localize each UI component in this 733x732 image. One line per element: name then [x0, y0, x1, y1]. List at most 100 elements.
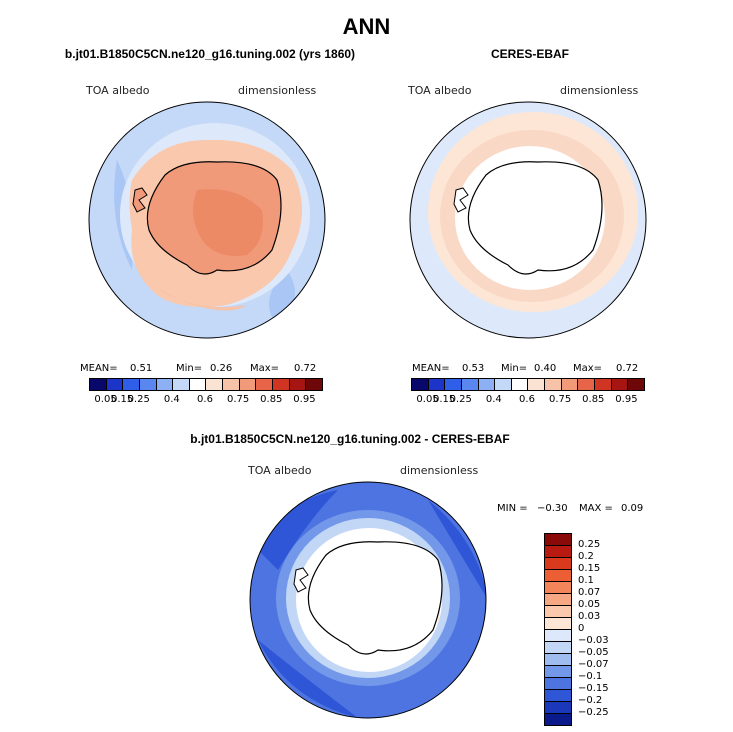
- diff-colorbar-tick: 0.05: [578, 599, 601, 610]
- obs-colorbar-tick: 0.05: [416, 394, 439, 405]
- diff-colorbar-swatch: [545, 582, 571, 594]
- obs-min-value: 0.40: [534, 363, 557, 374]
- diff-colorbar-tick: −0.03: [578, 635, 609, 646]
- diff-stats: MIN = −0.30 MAX = 0.09: [497, 503, 667, 517]
- model-units-label: dimensionless: [238, 84, 317, 97]
- diff-panel-title: b.jt01.B1850C5CN.ne120_g16.tuning.002 - …: [190, 432, 510, 446]
- diff-colorbar-tick: 0.1: [578, 575, 594, 586]
- diff-colorbar-tick: −0.2: [578, 695, 603, 706]
- obs-colorbar-swatch: [461, 379, 479, 390]
- obs-colorbar-tick: 0.25: [449, 394, 472, 405]
- model-colorbar-tick: 0.95: [293, 394, 316, 405]
- model-panel-title: b.jt01.B1850C5CN.ne120_g16.tuning.002 (y…: [64, 47, 356, 61]
- obs-max-label: Max=: [573, 363, 603, 374]
- diff-min-label: MIN =: [497, 503, 528, 514]
- diff-colorbar-swatch: [545, 570, 571, 582]
- diff-colorbar-tick: 0.25: [578, 539, 601, 550]
- model-colorbar-swatch: [123, 379, 140, 390]
- model-colorbar-tick: 0.4: [163, 394, 180, 405]
- obs-colorbar-swatch: [545, 379, 562, 390]
- diff-colorbar-tick: −0.15: [578, 683, 609, 694]
- obs-colorbar: [411, 378, 645, 391]
- obs-min-label: Min=: [501, 363, 528, 374]
- model-colorbar-swatch: [156, 379, 174, 390]
- model-colorbar-swatch: [256, 379, 274, 390]
- obs-mean-value: 0.53: [462, 363, 485, 374]
- model-colorbar-swatch: [306, 379, 322, 390]
- model-colorbar-swatch: [189, 379, 207, 390]
- obs-colorbar-swatch: [561, 379, 579, 390]
- obs-colorbar-tick: 0.75: [549, 394, 572, 405]
- obs-colorbar-tick: 0.85: [582, 394, 605, 405]
- diff-colorbar-swatch: [545, 666, 571, 678]
- diff-colorbar-tick: −0.07: [578, 659, 609, 670]
- diff-colorbar-swatch: [545, 534, 571, 546]
- diff-colorbar-swatch: [545, 642, 571, 654]
- model-max-value: 0.72: [294, 363, 317, 374]
- obs-panel-title: CERES-EBAF: [490, 47, 569, 61]
- model-max-label: Max=: [250, 363, 280, 374]
- diff-colorbar-tick: 0.2: [578, 551, 594, 562]
- obs-colorbar-swatch: [611, 379, 629, 390]
- obs-map: [409, 101, 647, 339]
- obs-colorbar-swatch: [445, 379, 462, 390]
- diff-colorbar-tick: −0.1: [578, 671, 603, 682]
- diff-min-value: −0.30: [537, 503, 568, 514]
- diff-colorbar-swatch: [545, 618, 571, 630]
- model-colorbar-swatch: [289, 379, 307, 390]
- model-colorbar-tick: 0.15: [111, 394, 134, 405]
- diff-colorbar-swatch: [545, 654, 571, 666]
- obs-colorbar-tick: 0.4: [485, 394, 502, 405]
- model-colorbar-swatch: [90, 379, 107, 390]
- diff-colorbar-swatch: [545, 678, 571, 690]
- diff-colorbar-tick: −0.25: [578, 707, 609, 718]
- model-colorbar-tick: 0.85: [260, 394, 283, 405]
- diff-colorbar-swatch: [545, 690, 571, 702]
- obs-colorbar-swatch: [495, 379, 512, 390]
- diff-colorbar-tick: 0.03: [578, 611, 601, 622]
- model-colorbar-tick: 0.25: [127, 394, 150, 405]
- model-stats: MEAN= 0.51 Min= 0.26 Max= 0.72: [80, 363, 340, 377]
- diff-colorbar-swatch: [545, 606, 571, 618]
- model-colorbar-swatch: [206, 379, 224, 390]
- diff-colorbar-tick: 0.15: [578, 563, 601, 574]
- obs-colorbar-swatch: [412, 379, 429, 390]
- model-colorbar-swatch: [106, 379, 124, 390]
- model-colorbar: [89, 378, 323, 391]
- model-colorbar-tick: 0.6: [197, 394, 213, 405]
- obs-colorbar-swatch: [528, 379, 546, 390]
- obs-colorbar-tick: 0.95: [615, 394, 638, 405]
- diff-colorbar-ticks: 0.25 0.2 0.15 0.1 0.07 0.05 0.03 0 −0.03 −0.05 −0.…: [578, 533, 638, 723]
- diff-colorbar-tick: 0: [578, 623, 585, 634]
- diff-map: [249, 481, 487, 719]
- model-colorbar-tick: 0.75: [227, 394, 250, 405]
- diff-colorbar-swatch: [545, 714, 571, 725]
- obs-colorbar-swatch: [511, 379, 529, 390]
- obs-units-label: dimensionless: [560, 84, 639, 97]
- obs-colorbar-ticks: 0.05 0.15 0.25 0.4 0.6 0.75 0.85 0.95: [411, 394, 643, 408]
- obs-colorbar-swatch: [628, 379, 644, 390]
- obs-variable-label: TOA albedo: [408, 84, 472, 97]
- model-colorbar-ticks: 0.05 0.15 0.25 0.4 0.6 0.75 0.85 0.95: [89, 394, 321, 408]
- diff-colorbar-swatch: [545, 702, 571, 714]
- model-colorbar-swatch: [173, 379, 190, 390]
- model-colorbar-swatch: [223, 379, 240, 390]
- diff-colorbar-swatch: [545, 630, 571, 642]
- obs-max-value: 0.72: [616, 363, 639, 374]
- model-mean-value: 0.51: [130, 363, 153, 374]
- model-variable-label: TOA albedo: [86, 84, 150, 97]
- model-min-value: 0.26: [210, 363, 233, 374]
- model-colorbar-swatch: [239, 379, 257, 390]
- diff-colorbar-swatch: [545, 558, 571, 570]
- model-min-label: Min=: [176, 363, 203, 374]
- obs-mean-label: MEAN=: [412, 363, 450, 374]
- diff-colorbar-swatch: [545, 546, 571, 558]
- diff-max-label: MAX =: [579, 503, 613, 514]
- diff-max-value: 0.09: [621, 503, 644, 514]
- model-colorbar-tick: 0.05: [94, 394, 117, 405]
- model-colorbar-swatch: [273, 379, 290, 390]
- obs-colorbar-swatch: [578, 379, 596, 390]
- obs-colorbar-swatch: [595, 379, 612, 390]
- obs-colorbar-tick: 0.6: [519, 394, 535, 405]
- obs-colorbar-swatch: [428, 379, 446, 390]
